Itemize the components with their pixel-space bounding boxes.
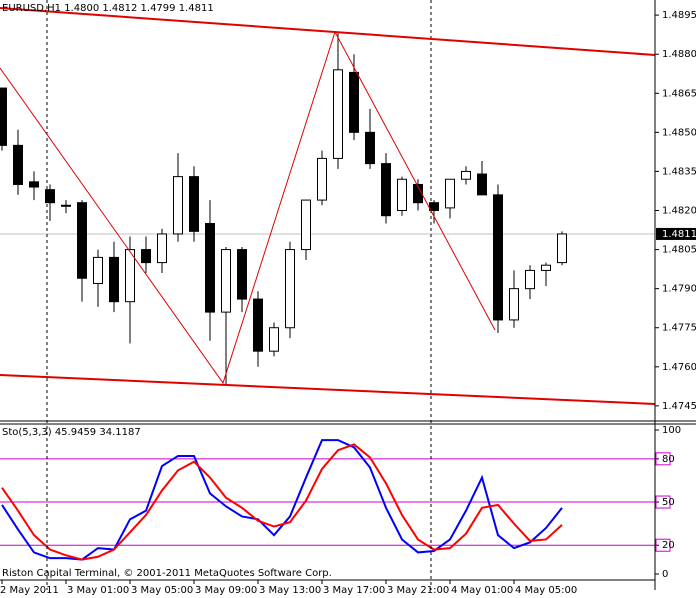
candle-body	[285, 249, 295, 329]
candle-body	[77, 202, 87, 279]
y-tick-label: 20	[662, 540, 675, 551]
candle-body	[413, 183, 423, 204]
y-tick-label: 1.4760	[662, 362, 696, 373]
zigzag	[0, 30, 496, 385]
footer: Riston Capital Terminal, © 2001-2011 Met…	[2, 568, 332, 579]
candle-body	[93, 256, 103, 284]
x-tick-label: 3 May 09:00	[195, 585, 257, 596]
candle-body	[525, 269, 535, 290]
y-tick-label: 1.4850	[662, 127, 696, 138]
candle-body	[29, 181, 39, 188]
stochastic-line	[1, 443, 563, 561]
chart-title: EURUSD,H1 1.4800 1.4812 1.4799 1.4811	[2, 3, 214, 14]
y-tick-label: 50	[662, 497, 675, 508]
candle-body	[189, 176, 199, 232]
candle-body	[397, 178, 407, 212]
trend-line	[0, 7, 656, 56]
level-box	[655, 495, 671, 509]
marks-layer	[0, 33, 567, 561]
x-tick-label: 3 May 01:00	[67, 585, 129, 596]
candle-body	[317, 157, 327, 201]
candle-body	[253, 298, 263, 352]
candle-body	[221, 249, 231, 313]
candle-body	[125, 249, 135, 303]
candle-body	[477, 173, 487, 196]
y-tick-label: 1.4790	[662, 284, 696, 295]
indicator-title: Sto(5,3,3) 45.9459 34.1187	[2, 427, 141, 438]
candle-body	[237, 249, 247, 300]
y-tick-label: 1.4865	[662, 88, 696, 99]
candle-body	[349, 71, 359, 133]
stochastic-line	[1, 439, 563, 561]
y-tick-label: 80	[662, 454, 675, 465]
candle-body	[157, 233, 167, 264]
candle-body	[45, 189, 55, 204]
trend-line	[0, 374, 656, 405]
y-tick-label: 1.4745	[662, 401, 696, 412]
candle-body	[445, 178, 455, 209]
candle-body	[381, 163, 391, 217]
x-tick-label: 2 May 2011	[0, 585, 59, 596]
candle-body	[429, 202, 439, 211]
candle-body	[205, 223, 215, 313]
x-tick-label: 4 May 05:00	[515, 585, 577, 596]
y-tick-label: 1.4895	[662, 10, 696, 21]
y-tick-label: 1.4880	[662, 49, 696, 60]
drawings	[0, 0, 656, 590]
candle-body	[333, 69, 343, 159]
grid-layer	[0, 14, 671, 584]
candle-body	[509, 288, 519, 321]
candle-body	[541, 264, 551, 271]
y-tick-label: 100	[662, 425, 681, 436]
current-price-label: 1.4811	[662, 229, 696, 240]
x-tick-label: 3 May 05:00	[131, 585, 193, 596]
candle-body	[557, 233, 567, 264]
candle-body	[173, 176, 183, 235]
x-tick-label: 3 May 13:00	[259, 585, 321, 596]
candle-body	[109, 256, 119, 303]
candle-body	[461, 170, 471, 180]
x-tick-label: 3 May 17:00	[323, 585, 385, 596]
candle-body	[141, 249, 151, 264]
candle-body	[269, 327, 279, 352]
candle-body	[493, 194, 503, 321]
candle-body	[0, 87, 7, 146]
candle-body	[13, 144, 23, 185]
y-tick-label: 1.4820	[662, 206, 696, 217]
level-box	[655, 538, 671, 552]
candle-body	[301, 199, 311, 251]
y-tick-label: 1.4775	[662, 323, 696, 334]
y-tick-label: 0	[662, 569, 668, 580]
candle-body	[61, 204, 71, 207]
y-tick-label: 1.4805	[662, 245, 696, 256]
candle-body	[365, 131, 375, 165]
level-box	[655, 452, 671, 466]
x-tick-label: 3 May 21:00	[387, 585, 449, 596]
y-tick-label: 1.4835	[662, 166, 696, 177]
text-layer: EURUSD,H1 1.4800 1.4812 1.4799 1.4811 St…	[0, 3, 696, 596]
x-tick-label: 4 May 01:00	[451, 585, 513, 596]
current-price-box	[656, 227, 696, 240]
